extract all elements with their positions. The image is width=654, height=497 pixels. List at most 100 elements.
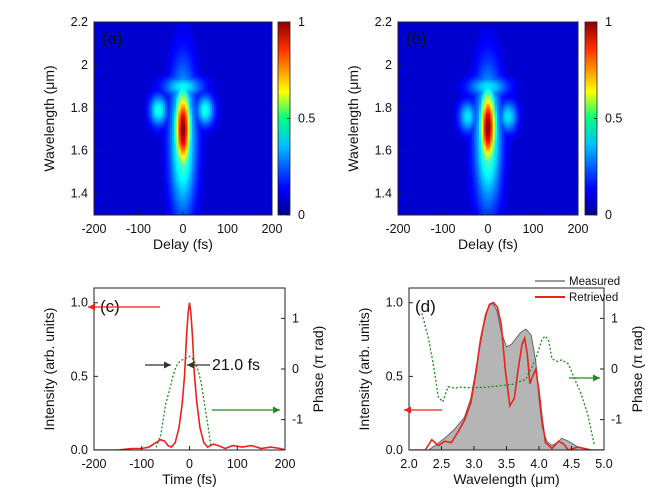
heatmap-cell <box>198 176 202 179</box>
heatmap-cell <box>483 112 487 115</box>
heatmap-cell <box>485 75 489 79</box>
heatmap-cell <box>207 116 211 119</box>
heatmap-cell <box>476 187 480 190</box>
heatmap-cell <box>494 73 498 77</box>
heatmap-cell <box>187 90 191 94</box>
heatmap-cell <box>490 45 493 49</box>
heatmap-cell <box>488 79 491 83</box>
heatmap-cell <box>183 97 186 100</box>
heatmap-cell <box>461 109 464 113</box>
heatmap-cell <box>485 56 489 59</box>
heatmap-cell <box>472 133 475 137</box>
heatmap-cell <box>211 118 215 122</box>
heatmap-cell <box>488 58 491 61</box>
heatmap-cell <box>510 107 514 111</box>
heatmap-cell <box>481 69 484 72</box>
heatmap-cell <box>178 24 182 27</box>
heatmap-cell <box>189 127 193 130</box>
heatmap-cell <box>485 60 489 64</box>
heatmap-cell <box>492 73 496 77</box>
heatmap-cell <box>494 157 498 160</box>
heatmap-cell <box>481 45 484 49</box>
heatmap-cell <box>497 112 500 115</box>
heatmap-cell <box>470 137 473 141</box>
heatmap-cell <box>470 202 473 205</box>
heatmap-cell <box>171 199 175 203</box>
heatmap-cell <box>481 73 484 77</box>
heatmap-cell <box>506 97 509 100</box>
heatmap-cell <box>490 71 493 74</box>
heatmap-cell <box>490 142 493 145</box>
heatmap-cell <box>180 67 184 70</box>
heatmap-cell <box>476 77 480 81</box>
heatmap-cell <box>488 131 491 134</box>
heatmap-cell <box>467 167 471 171</box>
heatmap-cell <box>508 73 511 77</box>
heatmap-cell <box>467 139 471 143</box>
heatmap-cell <box>194 152 197 156</box>
heatmap-cell <box>492 210 496 214</box>
heatmap-cell <box>209 118 213 122</box>
heatmap-cell <box>467 172 471 175</box>
heatmap-cell <box>479 135 482 139</box>
y-tick-label: 1.8 <box>71 101 88 115</box>
heatmap-cell <box>492 28 496 31</box>
heatmap-cell <box>185 79 188 83</box>
heatmap-cell <box>169 182 173 186</box>
heatmap-cell <box>510 122 514 126</box>
fwhm-annotation: 21.0 fs <box>212 357 260 374</box>
heatmap-cell <box>492 137 496 141</box>
heatmap-cell <box>178 99 182 102</box>
heatmap-cell <box>198 182 202 186</box>
heatmap-cell <box>174 62 177 66</box>
x-tick-label: -200 <box>81 457 106 471</box>
heatmap-cell <box>200 152 204 156</box>
heatmap-cell <box>187 118 191 122</box>
heatmap-cell <box>156 77 159 81</box>
heatmap-cell <box>169 161 173 164</box>
heatmap-cell <box>189 45 193 49</box>
heatmap-cell <box>183 73 186 77</box>
heatmap-cell <box>485 120 489 124</box>
heatmap-cell <box>189 150 193 154</box>
heatmap-cell <box>183 71 186 74</box>
heatmap-cell <box>198 172 202 175</box>
heatmap-cell <box>196 122 199 126</box>
heatmap-cell <box>503 204 507 207</box>
heatmap-cell <box>151 127 155 130</box>
heatmap-cell <box>492 116 496 119</box>
heatmap-cell <box>481 92 484 96</box>
heatmap-cell <box>187 54 191 57</box>
heatmap-cell <box>174 187 177 190</box>
heatmap-cell <box>160 94 164 98</box>
heatmap-cell <box>158 86 162 89</box>
heatmap-cell <box>165 157 168 160</box>
heatmap-cell <box>167 135 171 139</box>
heatmap-cell <box>176 54 179 57</box>
heatmap-cell <box>149 103 153 107</box>
heatmap-cell <box>497 142 500 145</box>
heatmap-cell <box>492 167 496 171</box>
heatmap-cell <box>180 30 184 34</box>
heatmap-cell <box>200 137 204 141</box>
heatmap-cell <box>474 139 478 143</box>
heatmap-cell <box>183 28 186 31</box>
heatmap-cell <box>207 77 211 81</box>
heatmap-cell <box>463 82 466 85</box>
heatmap-cell <box>497 169 500 173</box>
heatmap-cell <box>501 191 505 194</box>
heatmap-cell <box>479 84 482 87</box>
heatmap-cell <box>185 90 188 94</box>
heatmap-cell <box>506 92 509 96</box>
heatmap-cell <box>196 204 199 207</box>
heatmap-cell <box>149 105 153 109</box>
heatmap-cell <box>483 75 487 79</box>
heatmap-cell <box>492 184 496 188</box>
heatmap-cell <box>501 84 505 87</box>
heatmap-cell <box>503 124 507 128</box>
heatmap-cell <box>187 169 191 173</box>
heatmap-cell <box>497 174 500 177</box>
heatmap-cell <box>512 92 516 96</box>
heatmap-cell <box>178 34 182 38</box>
heatmap-cell <box>185 152 188 156</box>
